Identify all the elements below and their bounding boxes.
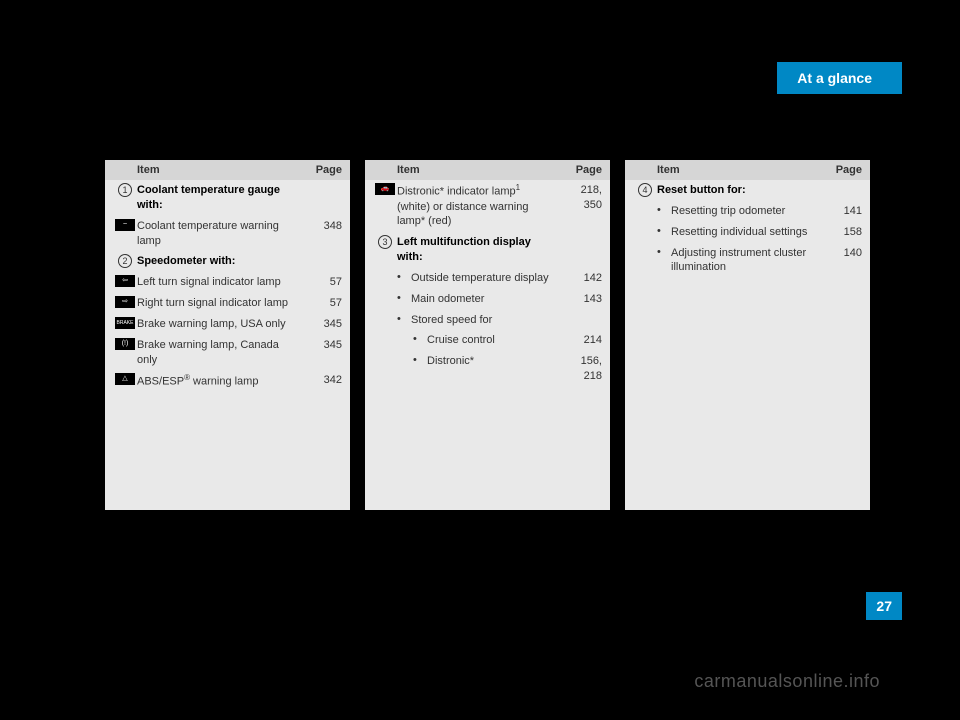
list-item: • Adjusting instrument cluster illuminat… xyxy=(625,243,870,279)
row-page: 218, 350 xyxy=(562,183,602,213)
row-page: 156, 218 xyxy=(562,354,602,384)
bullet-icon: • xyxy=(397,271,411,283)
table-row: 2 Speedometer with: xyxy=(105,251,350,272)
marker-4: 4 xyxy=(638,183,652,197)
table-row: ⇨ Right turn signal indicator lamp 57 xyxy=(105,293,350,314)
column-1: Item Page 1 Coolant temperature gauge wi… xyxy=(105,160,350,510)
row-text: Speedometer with: xyxy=(137,254,302,269)
row-page: 345 xyxy=(302,317,342,332)
row-page: 345 xyxy=(302,338,342,353)
left-turn-icon: ⇦ xyxy=(115,275,135,287)
row-page: 348 xyxy=(302,219,342,234)
column-header: Item Page xyxy=(105,160,350,180)
table-row: △ ABS/ESP® warning lamp 342 xyxy=(105,370,350,393)
row-text: Outside temperature display xyxy=(411,271,562,286)
header-page: Page xyxy=(817,164,862,176)
row-text-part: Distronic* indicator lamp xyxy=(397,186,516,198)
column-body: 1 Coolant temperature gauge with: ~ Cool… xyxy=(105,180,350,510)
row-page: 342 xyxy=(302,373,342,388)
section-header: At a glance xyxy=(777,62,902,94)
row-text: Distronic* xyxy=(427,354,562,369)
row-text-part: warning lamp xyxy=(190,376,258,388)
bullet-icon: • xyxy=(657,225,671,237)
row-page: 143 xyxy=(562,292,602,307)
coolant-temp-icon: ~ xyxy=(115,219,135,231)
list-item: • Resetting individual settings 158 xyxy=(625,222,870,243)
row-text: Resetting trip odometer xyxy=(671,204,822,219)
footnote-1: 1 xyxy=(516,183,520,192)
right-turn-icon: ⇨ xyxy=(115,296,135,308)
list-item: • Outside temperature display 142 xyxy=(365,268,610,289)
table-row: 1 Coolant temperature gauge with: xyxy=(105,180,350,216)
table-row: 🚗 Distronic* indicator lamp1 (white) or … xyxy=(365,180,610,232)
row-page: 140 xyxy=(822,246,862,261)
list-item: • Resetting trip odometer 141 xyxy=(625,201,870,222)
list-item: • Distronic* 156, 218 xyxy=(365,351,610,387)
bullet-icon: • xyxy=(397,313,411,325)
row-text: Distronic* indicator lamp1 (white) or di… xyxy=(397,183,562,229)
row-text: Brake warning lamp, Canada only xyxy=(137,338,302,368)
column-2: Item Page 🚗 Distronic* indicator lamp1 (… xyxy=(365,160,610,510)
row-text: ABS/ESP® warning lamp xyxy=(137,373,302,390)
page-number: 27 xyxy=(866,592,902,620)
column-body: 🚗 Distronic* indicator lamp1 (white) or … xyxy=(365,180,610,510)
row-text: Brake warning lamp, USA only xyxy=(137,317,302,332)
row-page: 214 xyxy=(562,333,602,348)
bullet-icon: • xyxy=(657,204,671,216)
row-text: Left multifunction display with: xyxy=(397,235,562,265)
marker-2: 2 xyxy=(118,254,132,268)
table-row: ⇦ Left turn signal indicator lamp 57 xyxy=(105,272,350,293)
row-text-part: (white) or distance warning lamp* (red) xyxy=(397,201,528,228)
row-text: Right turn signal indicator lamp xyxy=(137,296,302,311)
distronic-icon: 🚗 xyxy=(375,183,395,195)
row-text: Coolant temperature gauge with: xyxy=(137,183,302,213)
table-row: 3 Left multifunction display with: xyxy=(365,232,610,268)
table-row: 4 Reset button for: xyxy=(625,180,870,201)
bullet-icon: • xyxy=(413,354,427,366)
header-page: Page xyxy=(297,164,342,176)
table-row: BRAKE Brake warning lamp, USA only 345 xyxy=(105,314,350,335)
list-item: • Cruise control 214 xyxy=(365,330,610,351)
list-item: • Stored speed for xyxy=(365,310,610,331)
header-item: Item xyxy=(373,164,557,176)
brake-usa-icon: BRAKE xyxy=(115,317,135,329)
row-text: Left turn signal indicator lamp xyxy=(137,275,302,290)
row-page: 158 xyxy=(822,225,862,240)
row-page: 57 xyxy=(302,275,342,290)
bullet-icon: • xyxy=(413,333,427,345)
watermark: carmanualsonline.info xyxy=(694,671,880,692)
row-page: 142 xyxy=(562,271,602,286)
row-text: Reset button for: xyxy=(657,183,822,198)
header-page: Page xyxy=(557,164,602,176)
abs-esp-icon: △ xyxy=(115,373,135,385)
marker-3: 3 xyxy=(378,235,392,249)
header-item: Item xyxy=(633,164,817,176)
row-text: Adjusting instrument cluster illuminatio… xyxy=(671,246,822,276)
row-text: Coolant temperature warning lamp xyxy=(137,219,302,249)
brake-canada-icon: (!) xyxy=(115,338,135,350)
header-item: Item xyxy=(113,164,297,176)
column-body: 4 Reset button for: • Resetting trip odo… xyxy=(625,180,870,510)
column-3: Item Page 4 Reset button for: • Resettin… xyxy=(625,160,870,510)
row-text: Resetting individual settings xyxy=(671,225,822,240)
table-row: ~ Coolant temperature warning lamp 348 xyxy=(105,216,350,252)
row-text-part: ABS/ESP xyxy=(137,376,184,388)
row-page: 57 xyxy=(302,296,342,311)
marker-1: 1 xyxy=(118,183,132,197)
columns-container: Item Page 1 Coolant temperature gauge wi… xyxy=(105,160,870,510)
row-text: Stored speed for xyxy=(411,313,562,328)
bullet-icon: • xyxy=(657,246,671,258)
column-header: Item Page xyxy=(625,160,870,180)
row-text: Main odometer xyxy=(411,292,562,307)
row-text: Cruise control xyxy=(427,333,562,348)
list-item: • Main odometer 143 xyxy=(365,289,610,310)
row-page: 141 xyxy=(822,204,862,219)
table-row: (!) Brake warning lamp, Canada only 345 xyxy=(105,335,350,371)
column-header: Item Page xyxy=(365,160,610,180)
bullet-icon: • xyxy=(397,292,411,304)
